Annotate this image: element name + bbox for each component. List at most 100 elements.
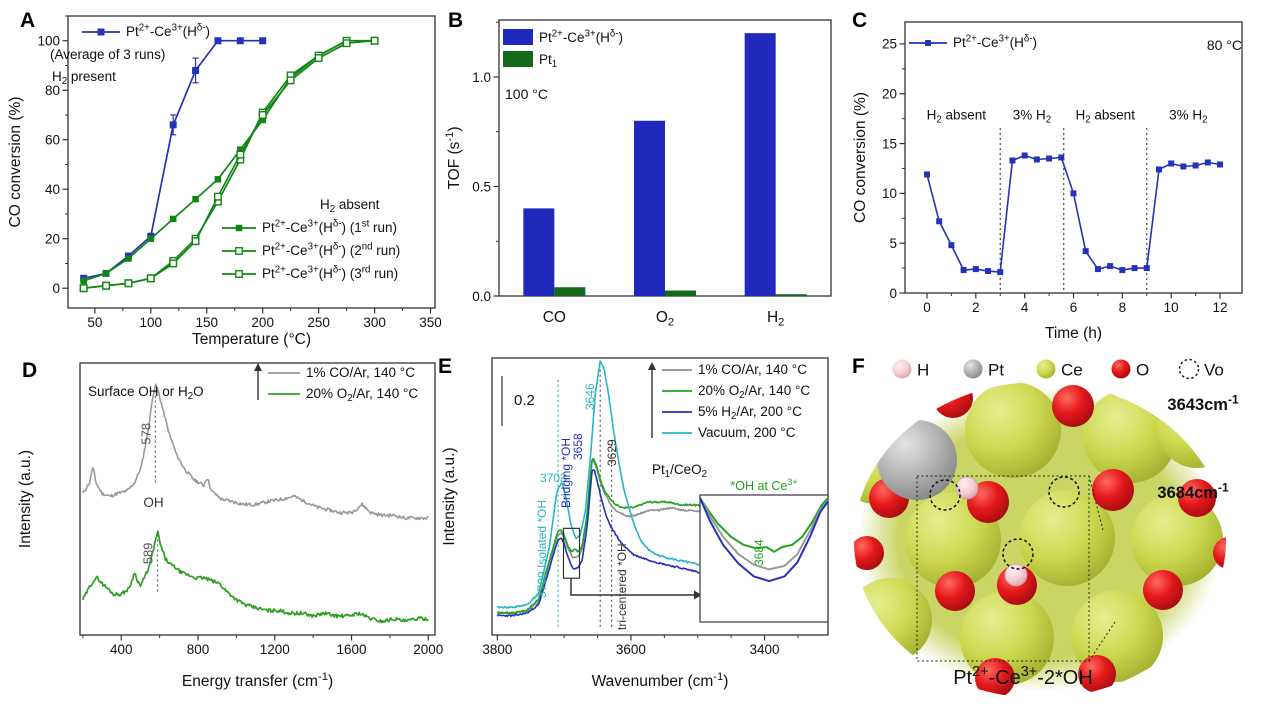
svg-text:20: 20 bbox=[882, 87, 897, 102]
svg-text:20% O2/Ar, 140 °C: 20% O2/Ar, 140 °C bbox=[306, 386, 418, 404]
panel-c: C 0 2 4 6 8 10 12 0 5 10 15 20 25 Time (h) CO conversi… bbox=[845, 0, 1268, 348]
svg-text:3% H2: 3% H2 bbox=[1169, 108, 1207, 126]
svg-text:6: 6 bbox=[1070, 300, 1078, 315]
svg-text:H2 present: H2 present bbox=[52, 69, 116, 87]
svg-text:3643cm-1: 3643cm-1 bbox=[1167, 392, 1239, 414]
svg-text:0: 0 bbox=[52, 281, 60, 296]
panel-c-label: C bbox=[852, 9, 868, 32]
svg-text:H: H bbox=[917, 361, 929, 380]
panel-a-label: A bbox=[20, 9, 36, 32]
svg-text:Pt2+-Ce3+(Hδ-): Pt2+-Ce3+(Hδ-) bbox=[126, 23, 210, 39]
svg-text:3% H2: 3% H2 bbox=[1013, 108, 1051, 126]
panel-c-chart: 0 2 4 6 8 10 12 0 5 10 15 20 25 Time (h) CO conversion… bbox=[852, 21, 1243, 342]
svg-text:Surface OH or H2O: Surface OH or H2O bbox=[88, 384, 204, 402]
svg-text:Pt2+-Ce3+(Hδ-) (3rd run): Pt2+-Ce3+(Hδ-) (3rd run) bbox=[262, 265, 398, 281]
svg-text:Temperature (°C): Temperature (°C) bbox=[192, 331, 311, 348]
svg-text:Bridging *OH: Bridging *OH bbox=[559, 438, 573, 508]
svg-text:300: 300 bbox=[363, 315, 386, 330]
svg-text:Pt2+-Ce3+(Hδ-): Pt2+-Ce3+(Hδ-) bbox=[953, 34, 1037, 50]
svg-text:Pt1: Pt1 bbox=[539, 52, 557, 70]
svg-text:80 °C: 80 °C bbox=[1207, 37, 1242, 53]
svg-text:200: 200 bbox=[251, 315, 274, 330]
panel-d: D 400 800 1200 1600 2000 Energy transfer (cm-… bbox=[0, 348, 443, 715]
svg-text:3800: 3800 bbox=[482, 642, 512, 657]
svg-text:Energy transfer (cm-1): Energy transfer (cm-1) bbox=[182, 671, 333, 690]
panel-b: B 0.0 0.5 1.0 TOF (s-1) CO O2 H2 Pt2+-Ce3+(Hδ-)… bbox=[443, 0, 845, 348]
svg-text:12: 12 bbox=[1213, 300, 1228, 315]
svg-text:TOF (s-1): TOF (s-1) bbox=[444, 126, 463, 189]
svg-text:1200: 1200 bbox=[260, 642, 290, 657]
svg-text:O: O bbox=[1136, 361, 1149, 380]
svg-text:CO conversion (%): CO conversion (%) bbox=[852, 92, 869, 223]
svg-text:80: 80 bbox=[45, 83, 60, 98]
svg-text:Pt2+-Ce3+-2*OH: Pt2+-Ce3+-2*OH bbox=[953, 664, 1093, 689]
svg-text:20: 20 bbox=[45, 232, 60, 247]
svg-text:tri-centered *OH: tri-centered *OH bbox=[615, 543, 629, 630]
svg-text:Pt1/CeO2: Pt1/CeO2 bbox=[652, 462, 707, 480]
svg-text:H2 absent: H2 absent bbox=[1076, 108, 1136, 126]
panel-b-label: B bbox=[448, 9, 464, 32]
svg-text:5% H2/Ar, 200 °C: 5% H2/Ar, 200 °C bbox=[698, 404, 802, 422]
panel-d-chart: 400 800 1200 1600 2000 Energy transfer (cm-1)… bbox=[17, 362, 443, 690]
panel-a: A 50 100 150 200 250 300 350 0 20 40 60 80 100 Temper… bbox=[0, 0, 443, 348]
svg-text:H2 absent: H2 absent bbox=[320, 197, 380, 215]
panel-f: F H Pt Ce O Vo 3643cm-1 3684cm-1 Pt2+-Ce3+-2*OH bbox=[845, 348, 1268, 715]
svg-text:1% CO/Ar, 140 °C: 1% CO/Ar, 140 °C bbox=[306, 365, 415, 380]
svg-text:0.5: 0.5 bbox=[472, 179, 491, 194]
svg-text:3646: 3646 bbox=[583, 383, 597, 410]
svg-text:4: 4 bbox=[1021, 300, 1029, 315]
svg-text:Pt2+-Ce3+(Hδ-) (1st run): Pt2+-Ce3+(Hδ-) (1st run) bbox=[262, 219, 397, 235]
svg-text:2000: 2000 bbox=[413, 642, 443, 657]
svg-text:589: 589 bbox=[141, 543, 156, 565]
panel-f-label: F bbox=[852, 355, 865, 378]
svg-text:1600: 1600 bbox=[337, 642, 367, 657]
svg-text:H2: H2 bbox=[767, 309, 784, 328]
svg-text:3684cm-1: 3684cm-1 bbox=[1157, 480, 1229, 502]
svg-text:3658: 3658 bbox=[571, 433, 585, 460]
svg-text:0: 0 bbox=[889, 286, 897, 301]
svg-text:3709 Isolated *OH: 3709 Isolated *OH bbox=[535, 500, 549, 598]
svg-text:Intensity (a.u.): Intensity (a.u.) bbox=[17, 450, 34, 548]
svg-text:*OH at Ce3+: *OH at Ce3+ bbox=[730, 477, 797, 493]
svg-text:(Average of 3 runs): (Average of 3 runs) bbox=[50, 47, 165, 62]
svg-text:1.0: 1.0 bbox=[472, 70, 491, 85]
svg-text:H2 absent: H2 absent bbox=[927, 108, 987, 126]
svg-text:Intensity (a.u.): Intensity (a.u.) bbox=[441, 447, 458, 545]
svg-text:100: 100 bbox=[37, 34, 60, 49]
panel-e-label: E bbox=[438, 355, 453, 378]
svg-text:3684: 3684 bbox=[752, 539, 766, 566]
panel-e-chart: 3800 3600 3400 Wavenumber (cm-1) Intensity (… bbox=[441, 357, 829, 690]
panel-f-structure: H Pt Ce O Vo 3643cm-1 3684cm-1 Pt2+-Ce3+-2*OH bbox=[854, 358, 1239, 698]
svg-text:400: 400 bbox=[110, 642, 133, 657]
panel-e: E 3800 3600 3400 Wavenumber (cm-1) Intensity… bbox=[430, 348, 845, 715]
svg-text:CO: CO bbox=[543, 309, 566, 326]
svg-text:Pt2+-Ce3+(Hδ-) (2nd run): Pt2+-Ce3+(Hδ-) (2nd run) bbox=[262, 242, 400, 258]
svg-text:50: 50 bbox=[87, 315, 102, 330]
svg-text:800: 800 bbox=[187, 642, 210, 657]
svg-text:578: 578 bbox=[138, 423, 153, 445]
svg-text:40: 40 bbox=[45, 182, 60, 197]
panel-a-chart: 50 100 150 200 250 300 350 0 20 40 60 80 100 Temperat… bbox=[7, 15, 442, 348]
svg-text:150: 150 bbox=[195, 315, 218, 330]
svg-text:Vo: Vo bbox=[1204, 361, 1224, 380]
svg-text:10: 10 bbox=[1164, 300, 1179, 315]
svg-text:3703: 3703 bbox=[540, 471, 567, 485]
svg-text:3629: 3629 bbox=[605, 439, 619, 466]
svg-text:Pt2+-Ce3+(Hδ-): Pt2+-Ce3+(Hδ-) bbox=[539, 29, 623, 45]
svg-text:10: 10 bbox=[882, 186, 897, 201]
svg-text:350: 350 bbox=[419, 315, 442, 330]
svg-text:OH: OH bbox=[143, 495, 163, 510]
svg-text:0: 0 bbox=[923, 300, 931, 315]
svg-text:25: 25 bbox=[882, 37, 897, 52]
svg-text:0.0: 0.0 bbox=[472, 289, 491, 304]
svg-text:Ce: Ce bbox=[1061, 361, 1083, 380]
svg-text:15: 15 bbox=[882, 136, 897, 151]
svg-text:0.2: 0.2 bbox=[514, 392, 535, 409]
svg-text:3400: 3400 bbox=[750, 642, 780, 657]
svg-text:250: 250 bbox=[307, 315, 330, 330]
svg-text:60: 60 bbox=[45, 133, 60, 148]
svg-text:20% O2/Ar, 140 °C: 20% O2/Ar, 140 °C bbox=[698, 383, 810, 401]
panel-d-label: D bbox=[22, 359, 38, 382]
panel-b-chart: 0.0 0.5 1.0 TOF (s-1) CO O2 H2 Pt2+-Ce3+(Hδ-) Pt… bbox=[444, 19, 832, 328]
